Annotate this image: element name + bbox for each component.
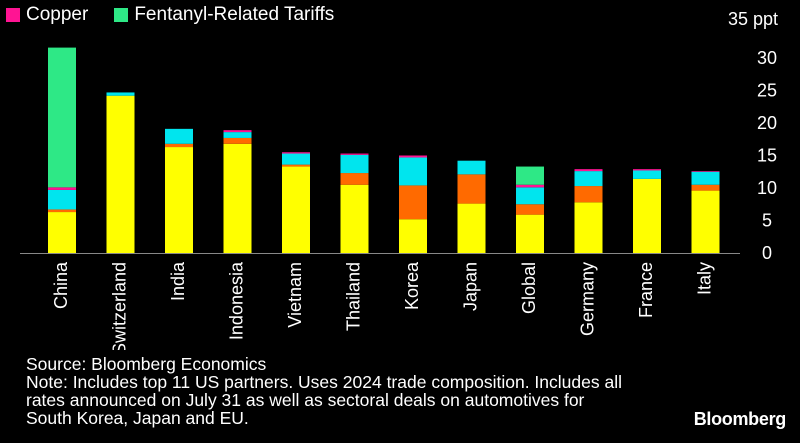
bar-segment (282, 166, 310, 253)
source-text: Source: Bloomberg Economics (26, 354, 267, 374)
note-line-2: rates announced on July 31 as well as se… (26, 390, 585, 410)
bar-segment (165, 147, 193, 253)
bar-segment (48, 187, 76, 190)
bar-segment (106, 95, 135, 253)
bar-segment (48, 47, 76, 188)
bar-segment (457, 160, 486, 175)
y-tick-label: 25 (757, 81, 777, 101)
stacked-bar-chart: 0 5 10 15 20 25 30 China Switzerland India Indones… (20, 47, 777, 350)
bar-segment (282, 164, 310, 167)
bar-segment (574, 171, 603, 187)
y-tick-label: 20 (757, 113, 777, 133)
bar-segment (516, 184, 544, 188)
bar-segment (574, 186, 603, 203)
bar-segment (399, 155, 427, 158)
bar-segment (691, 190, 720, 253)
bar-segment (457, 174, 486, 204)
x-tick-label: Germany (577, 262, 597, 336)
legend-item-copper: Copper (6, 4, 88, 26)
x-tick-label: Korea (402, 261, 422, 310)
bar-segment (691, 184, 720, 191)
bar-segment (516, 214, 544, 253)
legend-swatch-fentanyl (114, 8, 129, 22)
bar-segment (399, 185, 427, 220)
x-tick-label: Switzerland (109, 262, 129, 350)
bar-segment (106, 92, 135, 96)
x-tick-label: India (168, 261, 188, 301)
y-tick-label: 5 (762, 211, 772, 231)
bar-segment (48, 189, 76, 210)
y-axis-unit-label: 35 ppt (727, 9, 778, 29)
bar-segment (340, 173, 369, 185)
legend: Copper Fentanyl-Related Tariffs (6, 4, 334, 26)
bar-segment (399, 157, 427, 186)
x-tick-label: Italy (694, 262, 714, 295)
bar-segment (165, 143, 193, 148)
note-line-1: Note: Includes top 11 US partners. Uses … (26, 372, 622, 392)
bar-segment (340, 153, 369, 155)
x-tick-label: Thailand (343, 262, 363, 331)
bar-segment (223, 137, 252, 144)
bar-segment (516, 204, 544, 215)
bar-segment (223, 130, 252, 133)
x-tick-label: France (636, 262, 656, 318)
bar-segment (223, 143, 252, 253)
x-tick-label: Indonesia (226, 261, 246, 340)
x-tick-label: Global (519, 262, 539, 314)
y-tick-label: 10 (757, 178, 777, 198)
y-tick-label: 15 (757, 146, 777, 166)
bar-segment (633, 169, 661, 171)
bar-segment (633, 170, 661, 179)
legend-item-fentanyl: Fentanyl-Related Tariffs (114, 4, 334, 26)
bar-segment (340, 184, 369, 253)
bar-segment (165, 128, 193, 144)
bar-segment (340, 154, 369, 174)
bar-segment (282, 152, 310, 154)
bar-segment (691, 171, 720, 172)
bar-segment (223, 132, 252, 138)
bar-segment (282, 153, 310, 165)
legend-label-copper: Copper (26, 4, 89, 25)
bar-segment (516, 187, 544, 205)
bar-segment (633, 178, 661, 253)
bloomberg-logo: Bloomberg (693, 409, 787, 429)
x-tick-label: Vietnam (285, 262, 305, 328)
bar-segment (691, 171, 720, 185)
note-line-3: South Korea, Japan and EU. (26, 408, 249, 428)
footer-notes: Source: Bloomberg Economics Note: Includ… (26, 355, 622, 427)
x-tick-label: China (51, 261, 71, 309)
legend-label-fentanyl: Fentanyl-Related Tariffs (134, 4, 335, 25)
bar-segment (399, 219, 427, 253)
y-tick-label: 0 (762, 243, 772, 263)
bar-segment (516, 166, 544, 185)
bar-segment (574, 202, 603, 253)
y-tick-label: 30 (757, 48, 777, 68)
bar-segment (574, 169, 603, 172)
bar-segment (48, 212, 76, 253)
x-tick-label: Japan (460, 262, 480, 311)
legend-swatch-copper (6, 8, 20, 22)
bar-segment (457, 203, 486, 253)
bar-segment (48, 209, 76, 213)
